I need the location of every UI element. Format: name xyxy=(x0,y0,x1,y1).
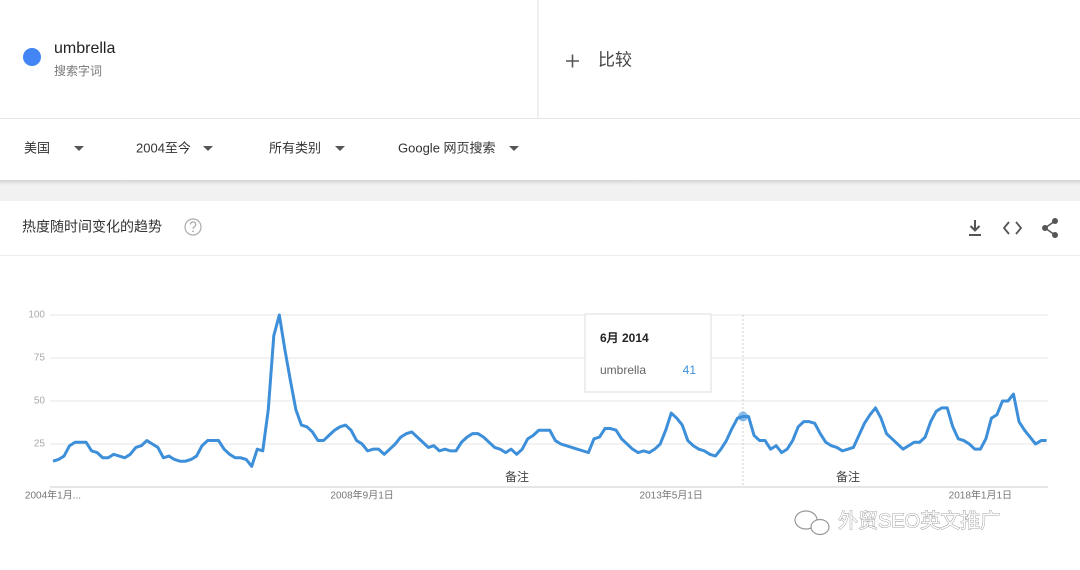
dropdown-arrow xyxy=(335,146,345,151)
compare-button[interactable]: 比较 xyxy=(566,50,632,69)
share-icon[interactable] xyxy=(1042,218,1058,238)
y-tick-label: 75 xyxy=(34,353,46,364)
filter-label[interactable]: 2004至今 xyxy=(136,140,191,155)
help-circle xyxy=(184,218,202,236)
download-glyph xyxy=(969,220,981,236)
shadow xyxy=(0,180,1080,185)
watermark-text: 外贸SEO英文推广 xyxy=(838,509,1000,532)
dropdown-arrow xyxy=(203,146,213,151)
dropdown-arrow xyxy=(74,146,84,151)
help-dot xyxy=(192,230,194,233)
y-tick-label: 100 xyxy=(28,310,45,321)
help-mark xyxy=(189,221,197,229)
y-tick-label: 50 xyxy=(34,396,46,407)
x-tick-label: 2013年5月1日 xyxy=(640,489,703,502)
card xyxy=(0,201,1080,570)
download-icon[interactable] xyxy=(969,220,981,236)
filter[interactable]: Google 网页搜索 xyxy=(398,140,519,155)
tooltip-value: 41 xyxy=(683,363,697,377)
tooltip-title: 6月 2014 xyxy=(600,331,649,345)
card-title: 热度随时间变化的趋势 xyxy=(22,219,162,235)
annotation[interactable]: 备注 xyxy=(836,469,860,484)
share-node xyxy=(1052,232,1058,238)
share-node xyxy=(1042,225,1048,231)
x-tick-label: 2004年1月... xyxy=(25,489,81,502)
search-panel xyxy=(0,0,1080,118)
annotation[interactable]: 备注 xyxy=(505,469,529,484)
embed-glyph xyxy=(1002,221,1023,235)
tooltip-series: umbrella xyxy=(600,363,646,377)
x-tick-label: 2018年1月1日 xyxy=(949,489,1012,502)
hover-point xyxy=(738,411,748,422)
plot: 25 50 75 100 2004年1月... 2008年9月1日 2013年5月1日 201… xyxy=(25,310,1048,502)
filter-label[interactable]: 美国 xyxy=(24,140,50,155)
trend-line xyxy=(52,313,1047,468)
term-label: 搜索字词 xyxy=(54,63,102,78)
filter-label[interactable]: 所有类别 xyxy=(269,140,321,155)
share-node xyxy=(1052,218,1058,224)
x-tick-label: 2008年9月1日 xyxy=(330,489,393,502)
compare-label[interactable]: 比较 xyxy=(598,50,632,69)
tooltip-box xyxy=(584,313,712,393)
y-tick-label: 25 xyxy=(34,439,46,450)
filter-bar xyxy=(0,119,1080,180)
wechat-bubble xyxy=(810,518,830,536)
filter[interactable]: 美国 xyxy=(24,140,84,155)
watermark: 外贸SEO英文推广 xyxy=(794,509,1001,536)
search-term[interactable]: umbrella xyxy=(54,40,115,57)
embed-icon[interactable] xyxy=(1002,221,1023,235)
plus-icon xyxy=(566,54,579,68)
filter[interactable]: 所有类别 xyxy=(269,140,345,155)
filter[interactable]: 2004至今 xyxy=(136,140,213,155)
filter-label[interactable]: Google 网页搜索 xyxy=(398,140,496,155)
term-dot xyxy=(23,48,41,66)
dropdown-arrow xyxy=(509,146,519,151)
tooltip: 6月 2014 umbrella 41 xyxy=(584,313,712,393)
help-icon[interactable] xyxy=(184,218,202,236)
